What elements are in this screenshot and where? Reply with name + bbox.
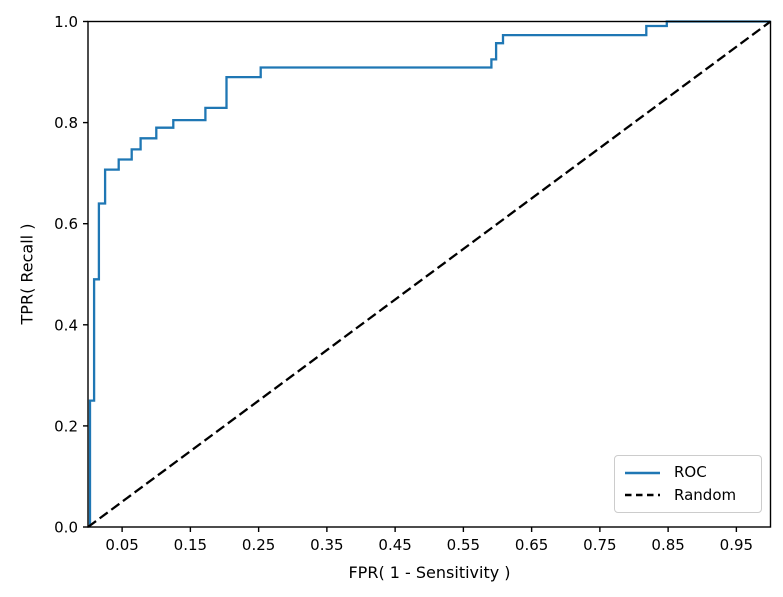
- x-tick-label: 0.65: [515, 536, 548, 554]
- x-tick-label: 0.25: [242, 536, 275, 554]
- y-tick-label: 0.4: [54, 316, 78, 334]
- x-tick-label: 0.95: [720, 536, 753, 554]
- y-tick-label: 0.0: [54, 519, 78, 537]
- axes-spines: [87, 20, 772, 528]
- x-tick-label: 0.45: [378, 536, 411, 554]
- y-tick-label: 0.2: [54, 417, 78, 435]
- legend-entry-random: Random: [624, 485, 761, 504]
- x-tick-label: 0.35: [310, 536, 343, 554]
- roc-line-sample-icon: [625, 471, 660, 475]
- random-line: [87, 20, 772, 528]
- y-tick-label: 1.0: [54, 13, 78, 31]
- x-tick-label: 0.85: [651, 536, 684, 554]
- y-axis-label: TPR( Recall ): [17, 223, 37, 325]
- y-tick-label: 0.8: [54, 114, 78, 132]
- x-tick-label: 0.55: [447, 536, 480, 554]
- legend-entry-roc: ROC: [624, 465, 761, 480]
- x-axis-label: FPR( 1 - Sensitivity ): [348, 563, 511, 582]
- roc-line: [88, 20, 771, 527]
- x-tick-label: 0.15: [174, 536, 207, 554]
- random-line-sample-icon: [625, 493, 660, 497]
- legend-label-roc: ROC: [674, 463, 707, 482]
- x-tick-label: 0.75: [583, 536, 616, 554]
- legend-label-random: Random: [674, 485, 737, 504]
- x-tick-label: 0.05: [105, 536, 138, 554]
- y-tick-label: 0.6: [54, 215, 78, 233]
- legend: ROC Random: [614, 455, 762, 513]
